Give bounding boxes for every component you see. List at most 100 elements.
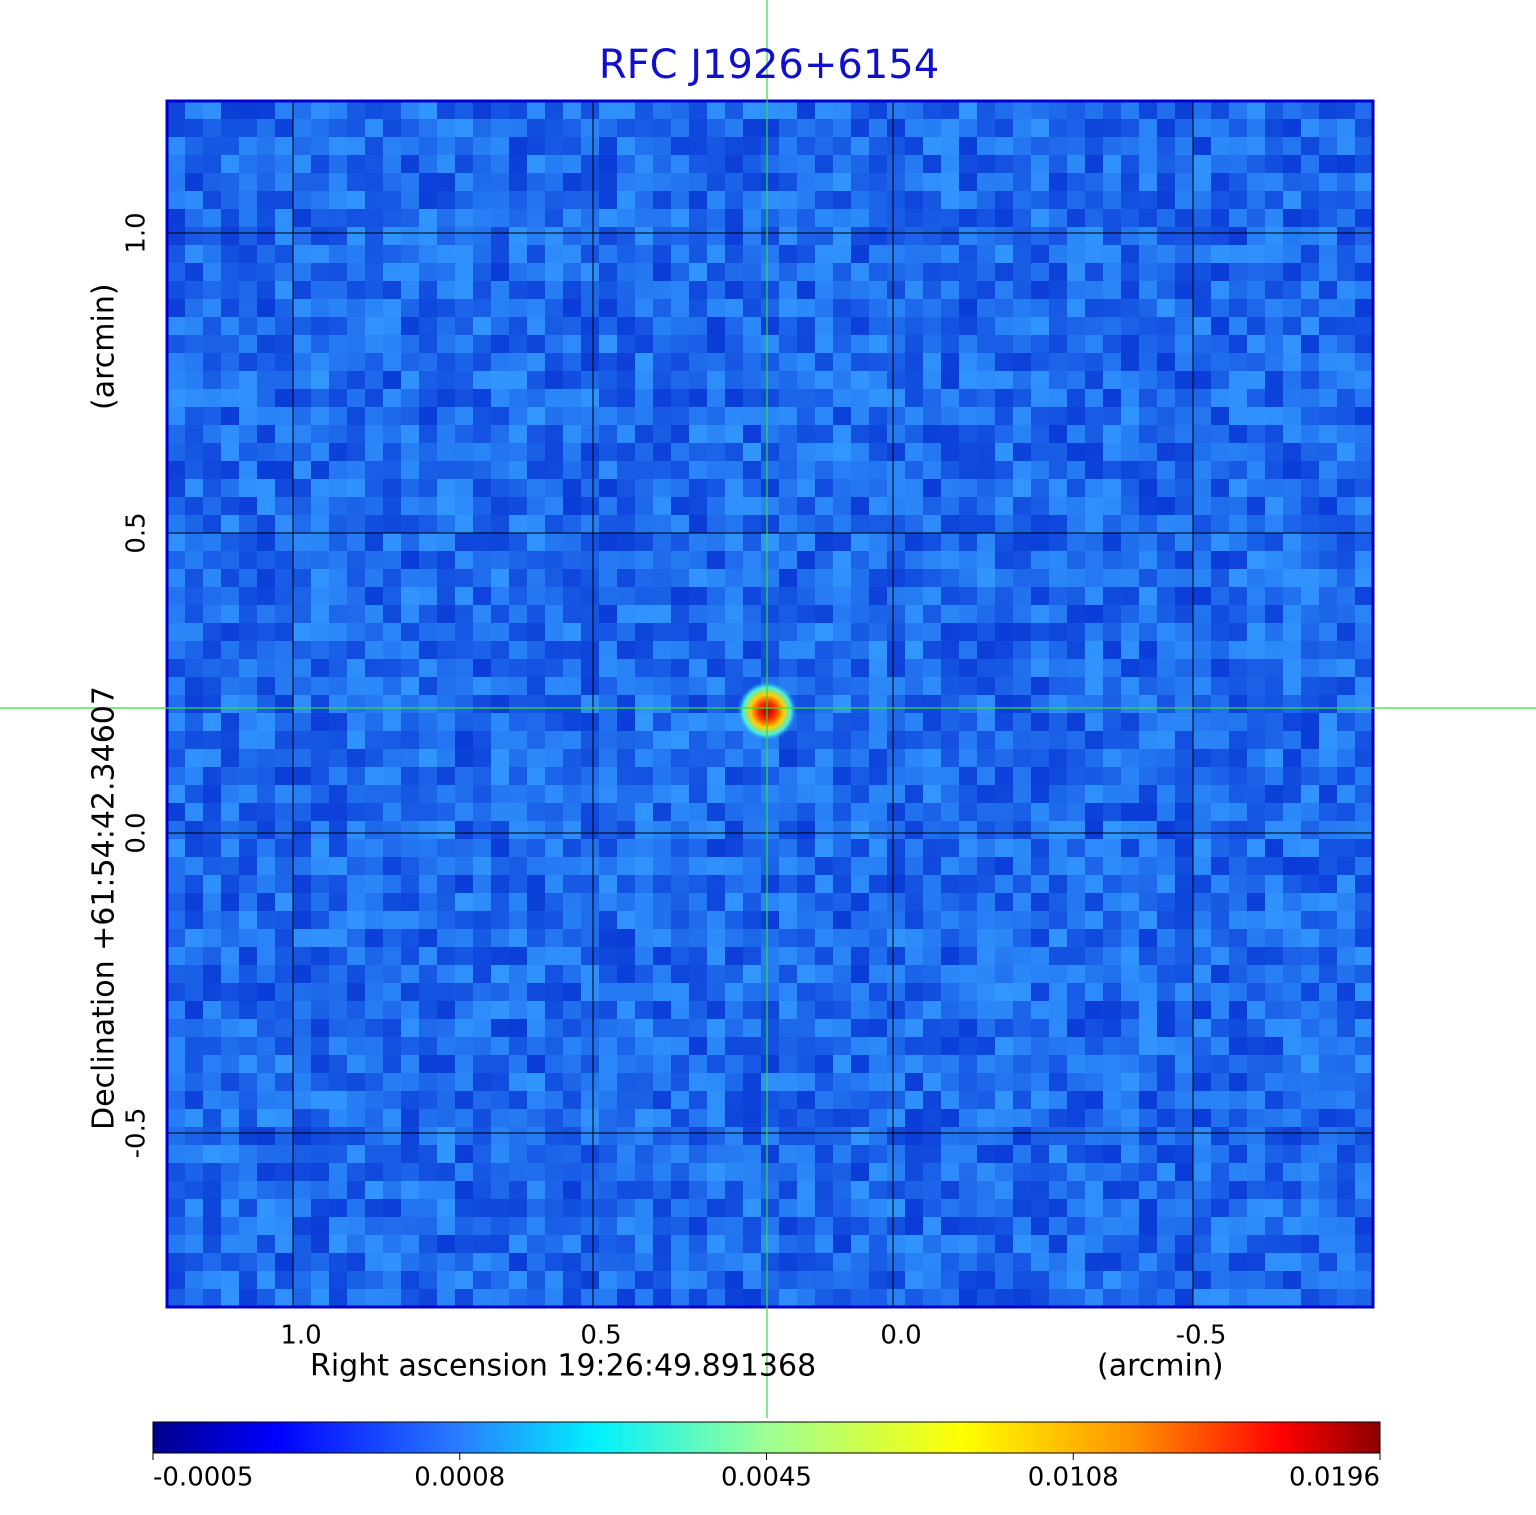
pixel [311,1235,330,1254]
pixel [977,839,996,858]
pixel [293,1181,312,1200]
pixel [275,623,294,642]
pixel [1031,1199,1050,1218]
pixel [905,713,924,732]
pixel [563,389,582,408]
pixel [221,1073,240,1092]
pixel [707,1037,726,1056]
pixel [617,353,636,372]
pixel [995,335,1014,354]
pixel [293,1055,312,1074]
pixel [203,425,222,444]
pixel [1319,263,1338,282]
pixel [1175,191,1194,210]
pixel [1175,929,1194,948]
pixel [293,1127,312,1146]
pixel [383,191,402,210]
pixel [1265,1235,1284,1254]
pixel [563,515,582,534]
pixel [491,821,510,840]
pixel [221,335,240,354]
pixel [1283,533,1302,552]
pixel [203,965,222,984]
pixel [797,677,816,696]
pixel [437,317,456,336]
pixel [743,875,762,894]
pixel [1229,1181,1248,1200]
pixel [617,659,636,678]
pixel [923,371,942,390]
pixel [1319,1271,1338,1290]
pixel [1085,767,1104,786]
pixel [1337,857,1356,876]
pixel [239,389,258,408]
pixel [1121,1145,1140,1164]
pixel [1337,317,1356,336]
pixel [743,479,762,498]
pixel [1103,1001,1122,1020]
pixel [1067,497,1086,516]
pixel [1265,119,1284,138]
pixel [887,515,906,534]
colorbar [152,1421,1381,1454]
pixel [1355,515,1374,534]
pixel [1031,713,1050,732]
pixel [455,173,474,192]
pixel [1283,605,1302,624]
pixel [401,857,420,876]
pixel [671,1073,690,1092]
pixel [239,1001,258,1020]
pixel [689,191,708,210]
pixel [1103,623,1122,642]
pixel [455,281,474,300]
pixel [725,839,744,858]
pixel [1355,1073,1374,1092]
pixel [833,227,852,246]
pixel [653,407,672,426]
pixel [203,1037,222,1056]
pixel [761,281,780,300]
pixel [779,227,798,246]
pixel [761,749,780,768]
pixel [239,425,258,444]
pixel [1247,263,1266,282]
pixel [401,101,420,120]
pixel [221,371,240,390]
pixel [1211,623,1230,642]
pixel [239,767,258,786]
pixel [275,173,294,192]
pixel [275,137,294,156]
pixel [743,173,762,192]
pixel [959,1217,978,1236]
pixel [671,749,690,768]
pixel [581,443,600,462]
pixel [1103,317,1122,336]
pixel [1157,911,1176,930]
pixel [851,839,870,858]
pixel [725,947,744,966]
pixel [1283,893,1302,912]
pixel [401,821,420,840]
pixel [311,713,330,732]
pixel [1301,443,1320,462]
pixel [185,569,204,588]
pixel [761,1127,780,1146]
pixel [653,1253,672,1272]
pixel [653,317,672,336]
pixel [635,209,654,228]
pixel [833,1181,852,1200]
pixel [329,1271,348,1290]
pixel [995,497,1014,516]
pixel [185,1073,204,1092]
pixel [1283,659,1302,678]
pixel [599,443,618,462]
pixel [311,551,330,570]
pixel [545,533,564,552]
pixel [1355,425,1374,444]
pixel [581,1127,600,1146]
pixel [1355,1235,1374,1254]
pixel [869,461,888,480]
pixel [1319,695,1338,714]
pixel [185,1019,204,1038]
pixel [1283,353,1302,372]
